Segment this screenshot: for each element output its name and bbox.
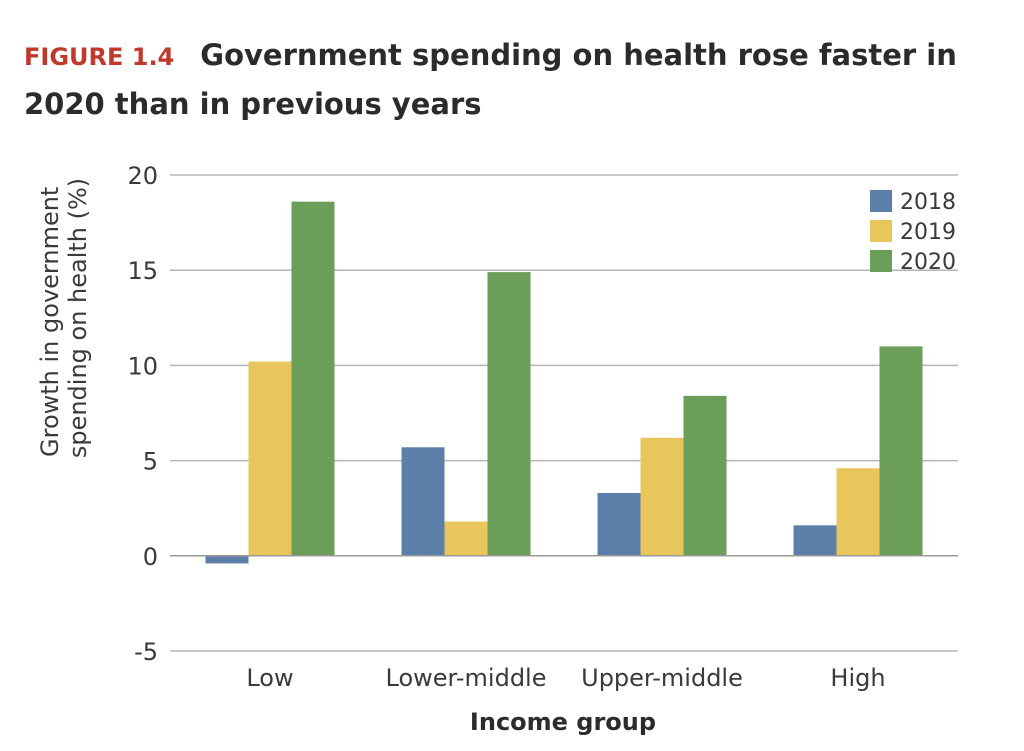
legend-label-2019: 2019	[900, 220, 956, 245]
y-axis-title-line-2: spending on health (%)	[64, 178, 92, 458]
bar-2019-lower-middle	[444, 521, 488, 556]
x-category-label: Low	[246, 664, 293, 692]
bar-2020-low	[291, 201, 335, 556]
bar-2020-high	[879, 346, 923, 556]
x-category-label: High	[830, 664, 885, 692]
y-tick-label: 0	[143, 543, 158, 571]
legend-swatch-2020	[870, 250, 892, 272]
figure-label: FIGURE 1.4	[24, 43, 175, 71]
bar-2018-lower-middle	[401, 447, 445, 556]
bar-2019-upper-middle	[640, 437, 684, 556]
legend-label-2018: 2018	[900, 190, 956, 215]
x-category-label: Lower-middle	[386, 664, 547, 692]
y-tick-label: 5	[143, 448, 158, 476]
y-axis-title-line-1: Growth in government	[36, 187, 64, 457]
legend-swatch-2018	[870, 190, 892, 212]
x-category-label: Upper-middle	[581, 664, 743, 692]
legend-label-2020: 2020	[900, 250, 956, 275]
chart-title: Government spending on health rose faste…	[24, 38, 957, 121]
bars	[170, 201, 958, 564]
y-tick-label: 20	[127, 162, 158, 190]
bar-2018-high	[793, 525, 837, 556]
y-axis-title: Growth in government spending on health …	[36, 178, 92, 458]
bar-2019-high	[836, 468, 880, 556]
y-tick-label: 15	[127, 257, 158, 285]
legend: 2018 2019 2020	[870, 190, 956, 275]
bar-2018-upper-middle	[597, 492, 641, 556]
legend-swatch-2019	[870, 220, 892, 242]
bar-2018-low	[205, 555, 249, 564]
y-axis-ticks: -5 0 5 10 15 20	[127, 162, 158, 666]
chart-title-block: FIGURE 1.4 Government spending on health …	[24, 32, 1004, 128]
y-tick-label: -5	[134, 638, 158, 666]
y-tick-label: 10	[127, 352, 158, 380]
x-axis-title: Income group	[470, 708, 656, 736]
bar-2020-upper-middle	[683, 395, 727, 556]
bar-2019-low	[248, 361, 292, 556]
bar-2020-lower-middle	[487, 272, 531, 556]
x-axis-categories: Low Lower-middle Upper-middle High	[246, 664, 885, 692]
